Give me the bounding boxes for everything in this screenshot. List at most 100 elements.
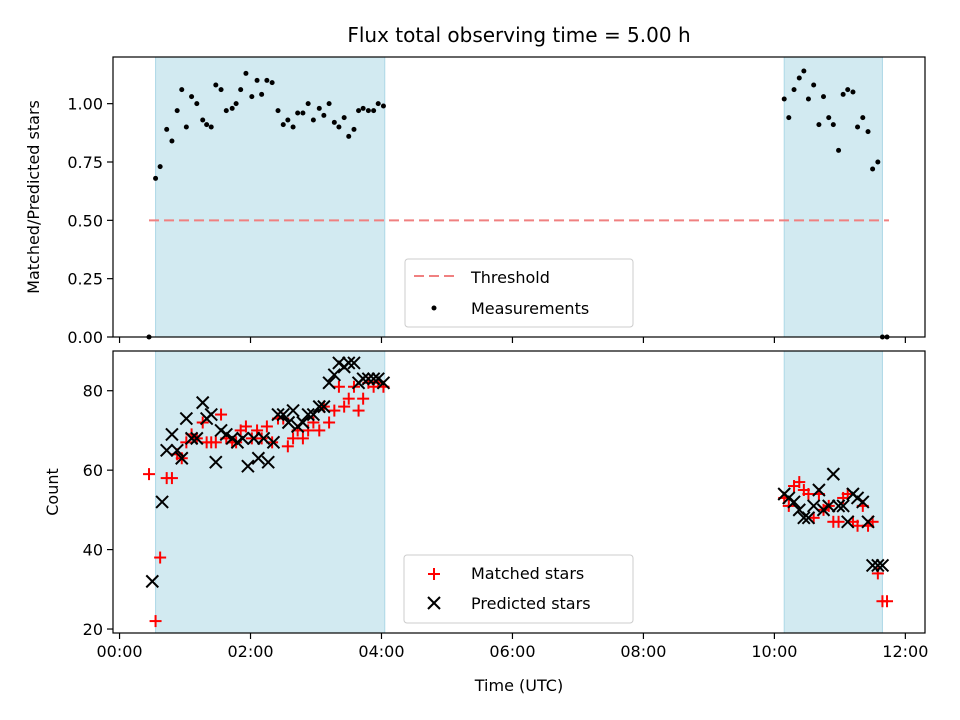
- predicted-star-point: [361, 372, 376, 386]
- top-y-axis-ticks: 0.00 0.25 0.50 0.75 1.00: [67, 95, 113, 347]
- predicted-star-point: [190, 431, 204, 446]
- measurement-point: [801, 68, 807, 74]
- predicted-star-point: [256, 431, 271, 446]
- measurement-point: [169, 138, 175, 144]
- predicted-star-point: [159, 443, 174, 458]
- top-y-tick-label: 0.50: [67, 211, 103, 230]
- measurement-point: [845, 87, 851, 93]
- observing-window-0: [155, 350, 386, 634]
- bottom-y-axis-ticks: 20 40 60 80: [83, 382, 113, 639]
- measurement-point: [346, 133, 352, 139]
- predicted-star-point: [317, 399, 331, 414]
- matched-star-point: [255, 432, 268, 445]
- measurement-point: [840, 91, 846, 97]
- predicted-star-point: [241, 459, 255, 473]
- measurement-point: [223, 108, 229, 114]
- predicted-star-point: [806, 499, 821, 513]
- predicted-star-point: [875, 558, 890, 573]
- matched-star-point: [352, 404, 365, 417]
- predicted-star-point: [376, 376, 391, 390]
- predicted-star-point: [356, 372, 370, 386]
- measurement-point: [238, 87, 244, 93]
- observing-window-0: [155, 56, 386, 338]
- predicted-star-point: [204, 407, 218, 422]
- matched-star-point: [338, 400, 351, 413]
- matched-star-point: [342, 392, 355, 405]
- measurement-point: [200, 117, 206, 123]
- matched-star-point: [143, 468, 156, 481]
- predicted-star-point: [865, 558, 880, 573]
- predicted-star-point: [209, 455, 223, 469]
- measurement-point: [821, 94, 826, 100]
- measurements-series: [146, 68, 890, 340]
- predicted-star-point: [871, 558, 885, 573]
- measurement-point: [360, 105, 366, 111]
- measurement-point: [269, 80, 275, 86]
- measurement-point: [280, 122, 286, 128]
- top-y-tick-label: 0.75: [67, 153, 103, 172]
- measurement-point: [218, 87, 224, 93]
- measurement-point: [365, 108, 371, 114]
- bottom-axes-frame: [112, 350, 926, 634]
- measurement-point: [153, 175, 159, 181]
- predicted-star-point: [281, 415, 296, 430]
- matched-star-point: [281, 440, 294, 453]
- measurement-point: [285, 117, 291, 123]
- measurement-point: [189, 94, 195, 100]
- measurement-point: [855, 124, 861, 130]
- matched-star-point: [323, 416, 336, 429]
- x-tick-label: 04:00: [358, 642, 404, 661]
- matched-star-point: [793, 476, 806, 489]
- measurement-point: [233, 101, 239, 107]
- measurement-point: [336, 124, 342, 130]
- measurement-point: [351, 126, 357, 132]
- bottom-y-tick-label: 80: [83, 382, 103, 401]
- measurement-point: [208, 124, 214, 130]
- chart-title: Flux total observing time = 5.00 h: [347, 23, 690, 47]
- x-tick-label: 12:00: [882, 642, 928, 661]
- measurements-legend-label: Measurements: [471, 299, 589, 318]
- top-legend: Threshold Measurements: [404, 258, 634, 328]
- matched-star-point: [332, 380, 345, 393]
- matched-star-point: [215, 408, 228, 421]
- predicted-star-point: [170, 443, 184, 458]
- bottom-y-tick-label: 20: [83, 620, 103, 639]
- measurement-point: [860, 115, 866, 121]
- measurement-point: [243, 70, 249, 76]
- measurement-point: [850, 89, 856, 95]
- measurement-point: [326, 101, 332, 107]
- top-y-axis-label: Matched/Predicted stars: [24, 100, 43, 294]
- measurement-point: [796, 75, 802, 81]
- measurement-point: [791, 87, 797, 93]
- matched-star-point: [357, 392, 370, 405]
- measurement-point: [254, 77, 260, 83]
- measurement-point: [183, 124, 189, 130]
- x-tick-label: 00:00: [96, 642, 142, 661]
- predicted-star-point: [179, 411, 194, 426]
- top-panel: 0.00 0.25 0.50 0.75 1.00 Matched/Predicted s…: [24, 56, 926, 347]
- matched-star-point: [313, 424, 326, 437]
- measurement-point: [380, 103, 386, 109]
- measurement-point: [275, 108, 281, 114]
- predicted-star-point: [271, 407, 285, 422]
- matched-star-point: [239, 420, 252, 433]
- top-x-axis-ticks: [118, 337, 906, 343]
- measurement-point: [164, 126, 170, 132]
- top-observing-windows: [155, 56, 883, 338]
- top-y-tick-label: 0.25: [67, 270, 103, 289]
- measurement-point: [229, 105, 235, 111]
- measurement-point: [295, 110, 301, 116]
- measurement-point: [786, 115, 792, 121]
- measurement-point: [264, 77, 270, 83]
- top-y-tick-label: 0.00: [67, 328, 103, 347]
- bottom-y-axis-label: Count: [43, 468, 62, 516]
- x-tick-label: 02:00: [227, 642, 273, 661]
- bottom-x-axis-ticks: 00:00 02:00 04:00 06:00 08:00 10:00 12:00: [96, 633, 928, 661]
- bottom-y-tick-label: 40: [83, 541, 103, 560]
- predicted-star-point: [175, 451, 189, 465]
- measurement-point: [830, 122, 836, 128]
- observing-window-1: [783, 56, 883, 338]
- top-legend-box: [404, 258, 634, 328]
- measurement-point: [371, 108, 377, 114]
- predicted-star-point: [251, 451, 266, 465]
